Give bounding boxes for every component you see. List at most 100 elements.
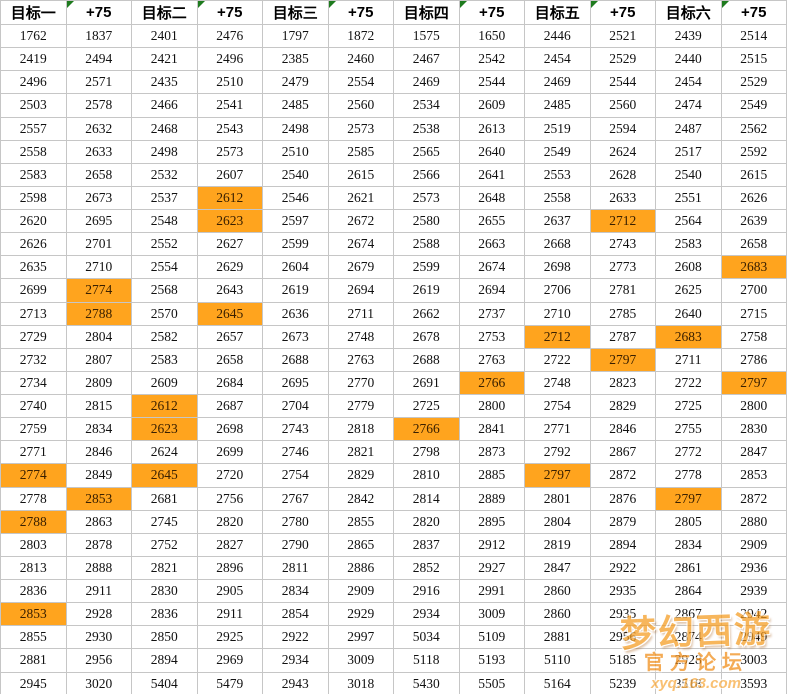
cell-highlighted[interactable]: 2766 bbox=[458, 370, 525, 396]
cell[interactable]: 2599 bbox=[262, 232, 329, 257]
cell[interactable]: 3003 bbox=[720, 648, 787, 673]
cell[interactable]: 2798 bbox=[393, 440, 460, 465]
cell[interactable]: 2852 bbox=[393, 555, 460, 581]
cell[interactable]: 2850 bbox=[131, 625, 198, 650]
cell-highlighted[interactable]: 2683 bbox=[655, 324, 722, 349]
cell[interactable]: 2956 bbox=[65, 648, 132, 673]
cell[interactable]: 2779 bbox=[327, 393, 394, 419]
cell[interactable]: 2543 bbox=[196, 116, 263, 141]
cell[interactable]: 2771 bbox=[524, 417, 591, 442]
cell[interactable]: 2754 bbox=[524, 393, 591, 419]
cell[interactable]: 2474 bbox=[655, 93, 722, 118]
cell[interactable]: 2934 bbox=[262, 648, 329, 673]
cell[interactable]: 2648 bbox=[458, 185, 525, 211]
cell[interactable]: 2841 bbox=[458, 417, 525, 442]
cell[interactable]: 2956 bbox=[589, 625, 656, 650]
cell[interactable]: 2819 bbox=[524, 532, 591, 557]
cell[interactable]: 2607 bbox=[196, 162, 263, 187]
cell[interactable]: 2895 bbox=[458, 509, 525, 534]
cell[interactable]: 2867 bbox=[655, 602, 722, 627]
cell[interactable]: 2748 bbox=[524, 370, 591, 396]
cell[interactable]: 2632 bbox=[65, 116, 132, 141]
cell[interactable]: 5239 bbox=[589, 671, 656, 694]
cell[interactable]: 2628 bbox=[589, 162, 656, 187]
cell[interactable]: 1762 bbox=[0, 23, 67, 49]
cell[interactable]: 2565 bbox=[393, 139, 460, 164]
cell[interactable]: 2836 bbox=[131, 602, 198, 627]
cell[interactable]: 2991 bbox=[458, 578, 525, 604]
cell[interactable]: 2876 bbox=[589, 486, 656, 511]
cell[interactable]: 2781 bbox=[589, 278, 656, 303]
cell[interactable]: 2820 bbox=[196, 509, 263, 534]
cell[interactable]: 2540 bbox=[262, 162, 329, 187]
cell[interactable]: 2468 bbox=[131, 116, 198, 141]
cell[interactable]: 2881 bbox=[524, 625, 591, 650]
cell[interactable]: 5430 bbox=[393, 671, 460, 694]
cell[interactable]: 2560 bbox=[589, 93, 656, 118]
cell[interactable]: 2562 bbox=[720, 116, 787, 141]
cell-highlighted[interactable]: 2766 bbox=[393, 417, 460, 442]
cell[interactable]: 2928 bbox=[65, 602, 132, 627]
cell[interactable]: 2711 bbox=[327, 301, 394, 326]
cell[interactable]: 2633 bbox=[65, 139, 132, 164]
cell[interactable]: 2997 bbox=[327, 625, 394, 650]
cell[interactable]: 2681 bbox=[131, 486, 198, 511]
cell-highlighted[interactable]: 2645 bbox=[196, 301, 263, 326]
cell[interactable]: 2657 bbox=[196, 324, 263, 349]
cell[interactable]: 2594 bbox=[589, 116, 656, 141]
cell[interactable]: 2633 bbox=[589, 185, 656, 211]
cell[interactable]: 2514 bbox=[720, 23, 787, 49]
cell[interactable]: 2909 bbox=[720, 532, 787, 557]
cell[interactable]: 2809 bbox=[65, 370, 132, 396]
cell[interactable]: 2713 bbox=[0, 301, 67, 326]
cell[interactable]: 5479 bbox=[196, 671, 263, 694]
cell-highlighted[interactable]: 2788 bbox=[65, 301, 132, 326]
cell[interactable]: 2935 bbox=[589, 578, 656, 604]
cell[interactable]: 2636 bbox=[262, 301, 329, 326]
cell[interactable]: 2419 bbox=[0, 47, 67, 72]
cell[interactable]: 2943 bbox=[262, 671, 329, 694]
cell-highlighted[interactable]: 2853 bbox=[0, 602, 67, 627]
cell[interactable]: 2722 bbox=[524, 347, 591, 372]
cell[interactable]: 2879 bbox=[589, 509, 656, 534]
cell[interactable]: 2385 bbox=[262, 47, 329, 72]
header-cell-col5[interactable]: 目标三 bbox=[262, 0, 329, 25]
cell[interactable]: 2658 bbox=[720, 232, 787, 257]
cell[interactable]: 2823 bbox=[589, 370, 656, 396]
cell[interactable]: 2469 bbox=[524, 70, 591, 95]
header-cell-col11[interactable]: 目标六 bbox=[655, 0, 722, 25]
cell-highlighted[interactable]: 2774 bbox=[0, 463, 67, 488]
cell[interactable]: 2911 bbox=[196, 602, 263, 627]
cell-highlighted[interactable]: 2788 bbox=[0, 509, 67, 534]
cell[interactable]: 2548 bbox=[131, 208, 198, 234]
cell[interactable]: 2752 bbox=[131, 532, 198, 557]
cell[interactable]: 2557 bbox=[0, 116, 67, 141]
cell[interactable]: 2886 bbox=[327, 555, 394, 581]
cell[interactable]: 5118 bbox=[393, 648, 460, 673]
cell[interactable]: 2544 bbox=[458, 70, 525, 95]
cell[interactable]: 5193 bbox=[458, 648, 525, 673]
cell[interactable]: 2673 bbox=[65, 185, 132, 211]
cell[interactable]: 2698 bbox=[196, 417, 263, 442]
cell[interactable]: 2635 bbox=[0, 255, 67, 280]
cell[interactable]: 2641 bbox=[458, 162, 525, 187]
cell[interactable]: 2846 bbox=[589, 417, 656, 442]
cell[interactable]: 2834 bbox=[65, 417, 132, 442]
cell[interactable]: 2864 bbox=[655, 578, 722, 604]
cell[interactable]: 2888 bbox=[65, 555, 132, 581]
cell[interactable]: 2805 bbox=[655, 509, 722, 534]
cell[interactable]: 2815 bbox=[65, 393, 132, 419]
cell[interactable]: 3009 bbox=[327, 648, 394, 673]
cell[interactable]: 2916 bbox=[393, 578, 460, 604]
cell[interactable]: 2624 bbox=[131, 440, 198, 465]
cell[interactable]: 5404 bbox=[131, 671, 198, 694]
cell-highlighted[interactable]: 2797 bbox=[655, 486, 722, 511]
cell[interactable]: 3018 bbox=[327, 671, 394, 694]
cell[interactable]: 2804 bbox=[524, 509, 591, 534]
cell[interactable]: 2695 bbox=[262, 370, 329, 396]
cell[interactable]: 2655 bbox=[458, 208, 525, 234]
cell-highlighted[interactable]: 2853 bbox=[65, 486, 132, 511]
cell[interactable]: 2691 bbox=[393, 370, 460, 396]
cell[interactable]: 2476 bbox=[196, 23, 263, 49]
cell[interactable]: 2834 bbox=[655, 532, 722, 557]
